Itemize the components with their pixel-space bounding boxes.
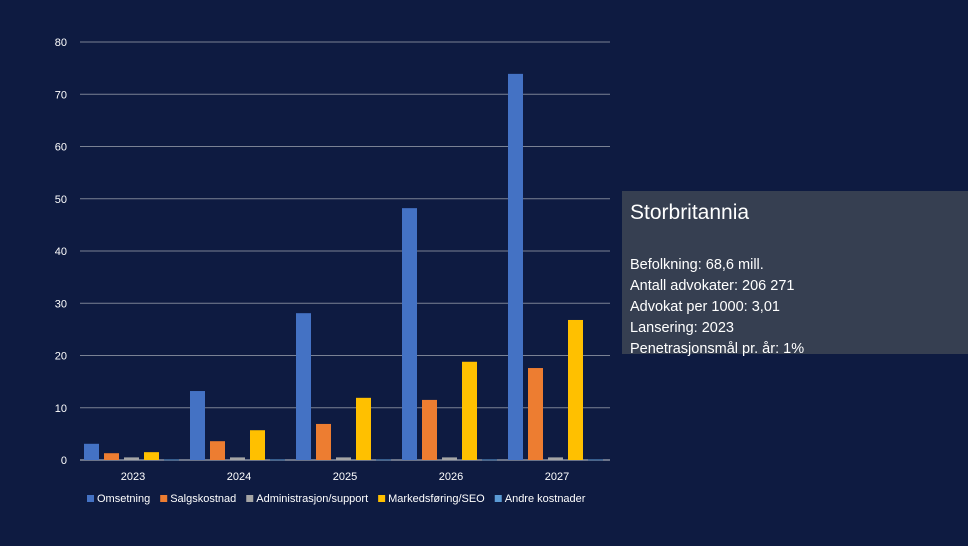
- y-tick-label: 70: [55, 89, 67, 101]
- bar-2027-0: [508, 73, 523, 460]
- bar-2027-2: [548, 457, 563, 460]
- y-tick-label: 0: [61, 455, 67, 467]
- legend-label: Salgskostnad: [170, 493, 236, 505]
- y-tick-label: 40: [55, 246, 67, 258]
- y-tick-label: 20: [55, 351, 67, 363]
- bar-2026-1: [422, 399, 437, 460]
- bar-2024-4: [270, 459, 285, 461]
- bar-chart: 0 10 20 30 40 50 60 70 80 2023 2024 2025 2026 2027 Oms…: [55, 37, 610, 505]
- launch-text: Lansering: 2023: [630, 320, 734, 336]
- bar-2027-4: [588, 459, 603, 461]
- legend-swatch: [87, 495, 94, 502]
- legend-swatch: [378, 495, 386, 502]
- population-text: Befolkning: 68,6 mill.: [630, 257, 764, 273]
- y-tick-label: 60: [55, 142, 67, 154]
- legend-label: Markedsføring/SEO: [388, 493, 485, 505]
- x-tick-label: 2023: [121, 471, 145, 483]
- bar-2024-3: [250, 430, 265, 460]
- y-tick-label: 50: [55, 194, 67, 206]
- y-tick-label: 80: [55, 37, 67, 49]
- bar-2023-1: [104, 453, 119, 460]
- bar-2025-3: [356, 397, 371, 460]
- bar-2023-4: [164, 459, 179, 461]
- x-tick-label: 2027: [545, 471, 569, 483]
- bar-2025-2: [336, 457, 351, 460]
- bar-2026-3: [462, 361, 477, 460]
- legend-label: Andre kostnader: [505, 493, 586, 505]
- lawyer-count-text: Antall advokater: 206 271: [630, 278, 795, 294]
- bar-2026-0: [402, 208, 417, 460]
- bar-2023-0: [84, 443, 99, 460]
- bar-2023-2: [124, 457, 139, 460]
- y-tick-label: 10: [55, 403, 67, 415]
- x-tick-label: 2024: [227, 471, 251, 483]
- legend-label: Administrasjon/support: [256, 493, 368, 505]
- bar-2027-1: [528, 368, 543, 460]
- legend-swatch: [160, 495, 168, 502]
- lawyers-per-1000-text: Advokat per 1000: 3,01: [630, 299, 780, 315]
- country-info-panel: Storbritannia Befolkning: 68,6 mill. Ant…: [622, 191, 968, 357]
- bar-2025-0: [296, 313, 311, 460]
- bar-2024-2: [230, 457, 245, 460]
- bar-2026-2: [442, 457, 457, 460]
- legend-swatch: [494, 495, 502, 502]
- bar-2024-0: [190, 391, 205, 460]
- x-tick-label: 2025: [333, 471, 357, 483]
- penetration-text: Penetrasjonsmål pr. år: 1%: [630, 341, 805, 357]
- y-tick-label: 30: [55, 298, 67, 310]
- bar-2027-3: [568, 319, 583, 460]
- legend-label: Omsetning: [97, 493, 150, 505]
- x-tick-label: 2026: [439, 471, 463, 483]
- bar-2023-3: [144, 452, 159, 460]
- panel-title: Storbritannia: [630, 201, 750, 224]
- bar-2024-1: [210, 441, 225, 460]
- bar-2025-4: [376, 459, 391, 461]
- bar-2025-1: [316, 423, 331, 460]
- legend-swatch: [246, 495, 254, 502]
- bar-2026-4: [482, 459, 497, 461]
